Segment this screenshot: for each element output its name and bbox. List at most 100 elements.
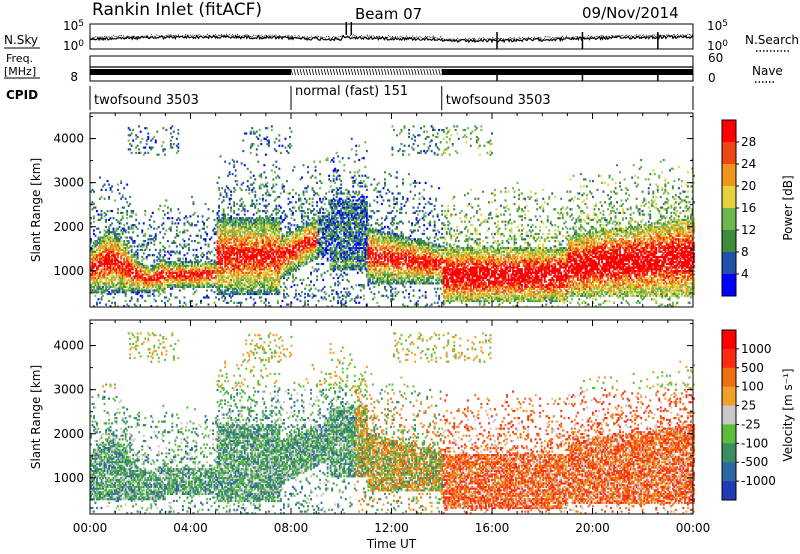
- heatmap-cell: [243, 218, 246, 221]
- heatmap-cell: [323, 296, 326, 299]
- heatmap-cell: [248, 222, 251, 225]
- heatmap-cell: [307, 240, 309, 243]
- heatmap-cell: [279, 252, 282, 255]
- heatmap-cell: [156, 275, 159, 278]
- heatmap-cell: [201, 255, 204, 259]
- heatmap-cell: [115, 240, 118, 243]
- heatmap-cell: [258, 280, 261, 283]
- heatmap-cell: [292, 243, 294, 246]
- heatmap-cell: [103, 261, 106, 264]
- heatmap-cell: [237, 248, 240, 251]
- heatmap-cell: [129, 284, 132, 287]
- heatmap-cell: [185, 245, 187, 248]
- heatmap-cell: [136, 278, 139, 281]
- heatmap-cell: [310, 231, 312, 234]
- heatmap-cell: [150, 238, 153, 241]
- heatmap-cell: [222, 255, 225, 259]
- heatmap-cell: [316, 231, 318, 234]
- heatmap-cell: [264, 277, 267, 280]
- heatmap-cell: [254, 225, 257, 229]
- heatmap-cell: [124, 294, 127, 297]
- heatmap-cell: [189, 270, 192, 273]
- heatmap-cell: [248, 264, 251, 267]
- heatmap-cell: [240, 183, 243, 186]
- heatmap-cell: [103, 266, 106, 269]
- heatmap-cell: [239, 218, 242, 221]
- heatmap-cell: [340, 225, 343, 229]
- heatmap-cell: [141, 245, 144, 248]
- heatmap-cell: [292, 255, 294, 259]
- heatmap-cell: [278, 278, 281, 281]
- heatmap-cell: [299, 261, 302, 264]
- heatmap-cell: [108, 273, 110, 276]
- heatmap-cell: [237, 225, 240, 229]
- heatmap-cell: [233, 287, 236, 290]
- heatmap-cell: [174, 252, 177, 255]
- heatmap-cell: [346, 240, 349, 243]
- heatmap-cell: [124, 277, 127, 280]
- heatmap-cell: [99, 284, 101, 287]
- heatmap-cell: [255, 275, 258, 278]
- heatmap-cell: [106, 285, 109, 288]
- heatmap-cell: [308, 248, 311, 251]
- heatmap-cell: [153, 273, 156, 276]
- heatmap-cell: [100, 277, 103, 280]
- heatmap-cell: [240, 278, 243, 281]
- heatmap-cell: [298, 225, 300, 229]
- heatmap-cell: [249, 225, 252, 229]
- heatmap-cell: [335, 234, 338, 237]
- heatmap-cell: [307, 217, 309, 220]
- heatmap-cell: [248, 248, 251, 251]
- heatmap-cell: [276, 291, 279, 294]
- heatmap-cell: [307, 247, 309, 250]
- heatmap-cell: [96, 303, 98, 306]
- heatmap-cell: [254, 254, 257, 257]
- heatmap-cell: [249, 247, 252, 250]
- heatmap-cell: [245, 264, 248, 267]
- heatmap-cell: [255, 285, 258, 288]
- heatmap-cell: [210, 275, 213, 278]
- heatmap-cell: [94, 259, 97, 262]
- heatmap-cell: [284, 247, 287, 250]
- heatmap-cell: [216, 241, 219, 244]
- heatmap-cell: [112, 268, 115, 271]
- heatmap-cell: [141, 243, 144, 246]
- heatmap-cell: [278, 275, 281, 278]
- heatmap-cell: [215, 248, 217, 251]
- heatmap-cell: [209, 271, 211, 274]
- heatmap-cell: [239, 264, 242, 267]
- heatmap-cell: [201, 264, 204, 267]
- heatmap-cell: [201, 275, 204, 278]
- heatmap-cell: [135, 280, 138, 283]
- heatmap-cell: [283, 266, 285, 269]
- heatmap-cell: [207, 262, 210, 266]
- heatmap-cell: [109, 234, 112, 237]
- heatmap-cell: [331, 229, 334, 232]
- heatmap-cell: [283, 218, 285, 221]
- heatmap-cell: [185, 282, 187, 285]
- heatmap-cell: [231, 259, 234, 262]
- heatmap-cell: [100, 247, 103, 250]
- heatmap-cell: [186, 285, 189, 288]
- heatmap-cell: [185, 280, 187, 283]
- heatmap-cell: [186, 275, 189, 278]
- heatmap-cell: [290, 285, 293, 288]
- heatmap-cell: [151, 266, 154, 269]
- heatmap-cell: [105, 231, 107, 234]
- heatmap-cell: [246, 254, 249, 257]
- heatmap-cell: [127, 227, 130, 230]
- heatmap-cell: [331, 289, 334, 292]
- heatmap-cell: [180, 268, 183, 271]
- heatmap-cell: [239, 268, 242, 271]
- heatmap-cell: [225, 301, 228, 304]
- heatmap-cell: [150, 278, 153, 281]
- heatmap-cell: [332, 174, 335, 177]
- heatmap-cell: [200, 264, 202, 267]
- heatmap-cell: [267, 236, 270, 239]
- heatmap-cell: [260, 271, 263, 274]
- heatmap-cell: [148, 291, 151, 294]
- heatmap-cell: [249, 277, 252, 280]
- heatmap-cell: [338, 266, 341, 269]
- heatmap-cell: [239, 217, 242, 220]
- heatmap-cell: [279, 240, 282, 243]
